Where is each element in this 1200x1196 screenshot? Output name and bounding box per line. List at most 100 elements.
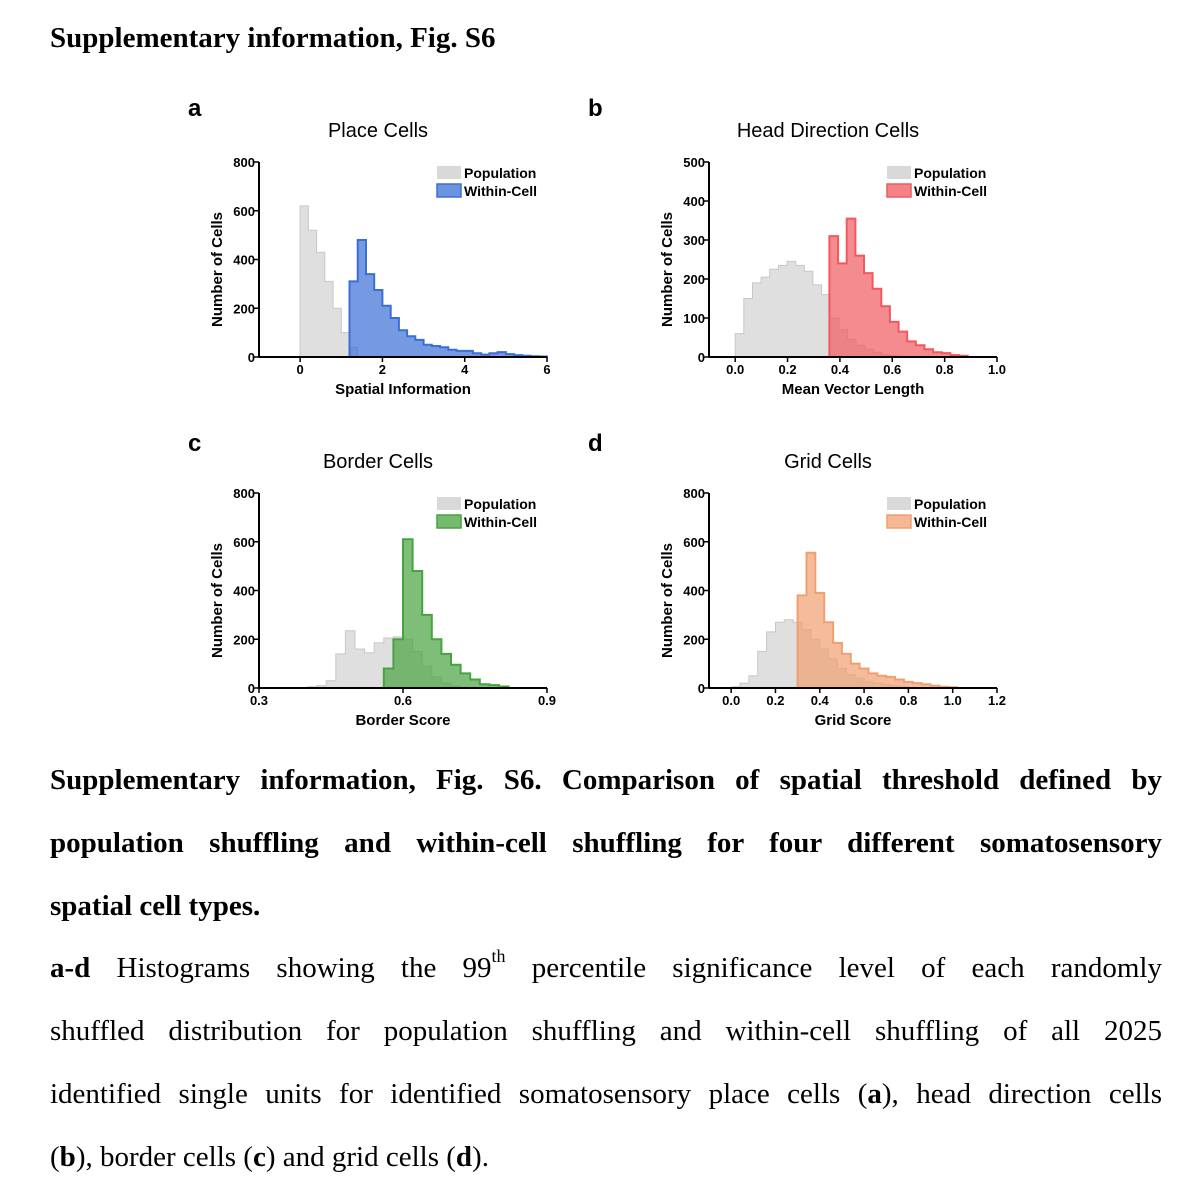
chart-panel-a: Place Cells 0 200 400 600 800 0 2 4 6 Spatial Info…	[209, 120, 551, 398]
caption-panel-range: a-d	[50, 952, 91, 984]
y-tick-label-b-4: 400	[683, 194, 705, 209]
x-tick-label-d-5: 1.0	[944, 693, 962, 708]
caption-ref-c: c	[252, 1141, 266, 1173]
y-tick-label-a-0: 0	[248, 350, 255, 365]
caption-ref-d: d	[455, 1141, 473, 1173]
within-cell-histogram-c	[382, 538, 510, 689]
caption-title-line-1: Supplementary information, Fig. S6. Comp…	[50, 764, 1162, 796]
figure-caption-title: Supplementary information, Fig. S6. Comp…	[50, 749, 1162, 938]
legend-label-population-c: Population	[464, 496, 536, 512]
caption-body-line-3: identified single units for identified s…	[50, 1063, 1162, 1126]
caption-body-text-3a: identified single units for identified s…	[50, 1078, 868, 1110]
caption-body-text-3b: ), head direction cells	[881, 1078, 1162, 1110]
y-tick-label-d-3: 600	[683, 535, 705, 550]
panel-letter-a: a	[188, 95, 202, 122]
y-tick-label-a-3: 600	[233, 204, 255, 219]
legend-swatch-population-b	[887, 166, 911, 179]
x-tick-label-b-4: 0.8	[936, 362, 954, 377]
y-tick-label-c-0: 0	[248, 681, 255, 696]
x-tick-label-a-2: 4	[461, 362, 469, 377]
chart-panel-d: Grid Cells 0 200 400 600 800 0.0 0.2 0.4 0.6 0.8 1.…	[659, 451, 1006, 729]
legend-label-within-cell-b: Within-Cell	[914, 183, 987, 199]
caption-body-text-4c: ).	[472, 1141, 489, 1173]
chart-title-a: Place Cells	[328, 120, 428, 142]
legend-swatch-within-cell-c	[436, 514, 462, 529]
caption-ref-b: b	[59, 1141, 76, 1173]
x-axis-label-d: Grid Score	[815, 712, 892, 729]
y-tick-label-b-0: 0	[698, 350, 705, 365]
chart-title-d: Grid Cells	[784, 451, 872, 473]
within-cell-histogram-b	[828, 217, 969, 358]
y-tick-label-b-2: 200	[683, 272, 705, 287]
page-header: Supplementary information, Fig. S6	[50, 22, 496, 54]
caption-title-line-3: spatial cell types.	[50, 890, 261, 922]
x-tick-label-b-0: 0.0	[726, 362, 744, 377]
y-tick-label-c-3: 600	[233, 535, 255, 550]
x-axis-label-a: Spatial Information	[335, 381, 471, 398]
x-tick-label-a-0: 0	[297, 362, 304, 377]
y-tick-label-c-2: 400	[233, 584, 255, 599]
y-axis-label-a: Number of Cells	[209, 212, 226, 327]
legend-label-population-b: Population	[914, 165, 986, 181]
within-cell-histogram-d	[796, 551, 959, 689]
legend-swatch-population-a	[437, 166, 461, 179]
x-tick-label-d-1: 0.2	[766, 693, 784, 708]
y-axis-label-c: Number of Cells	[209, 543, 226, 658]
x-tick-label-a-1: 2	[379, 362, 386, 377]
legend-swatch-population-d	[887, 497, 911, 510]
caption-paren-open: (	[50, 1141, 60, 1173]
legend-swatch-within-cell-a	[436, 183, 462, 198]
x-tick-label-b-3: 0.6	[883, 362, 901, 377]
caption-superscript: th	[491, 946, 506, 967]
caption-body-text-4a: ), border cells (	[75, 1141, 253, 1173]
caption-body-text-1: Histograms showing the 99	[90, 952, 492, 984]
caption-body-text-4b: ) and grid cells (	[265, 1141, 456, 1173]
y-tick-label-d-0: 0	[698, 681, 705, 696]
panel-letter-c: c	[188, 430, 202, 457]
y-tick-label-a-1: 200	[233, 301, 255, 316]
legend-label-within-cell-a: Within-Cell	[464, 183, 537, 199]
x-tick-label-d-3: 0.6	[855, 693, 873, 708]
panel-letter-b: b	[588, 95, 603, 122]
caption-body-line-1: a-d Histograms showing the 99th percenti…	[50, 937, 1162, 1000]
y-tick-label-d-1: 200	[683, 632, 705, 647]
chart-panel-b: Head Direction Cells 0 100 200 300 400 500 0.0 0…	[659, 120, 1006, 398]
chart-title-c: Border Cells	[323, 451, 433, 473]
y-tick-label-a-4: 800	[233, 155, 255, 170]
y-axis-label-d: Number of Cells	[659, 543, 676, 658]
y-tick-label-b-3: 300	[683, 233, 705, 248]
x-tick-label-d-4: 0.8	[899, 693, 917, 708]
x-tick-label-a-3: 6	[543, 362, 550, 377]
x-axis-label-b: Mean Vector Length	[782, 381, 925, 398]
caption-title-line-2: population shuffling and within-cell shu…	[50, 827, 1162, 859]
legend-swatch-within-cell-b	[886, 183, 912, 198]
x-tick-label-b-5: 1.0	[988, 362, 1006, 377]
y-tick-label-a-2: 400	[233, 253, 255, 268]
legend-label-within-cell-d: Within-Cell	[914, 514, 987, 530]
legend-label-population-d: Population	[914, 496, 986, 512]
x-tick-label-c-0: 0.3	[250, 693, 268, 708]
y-tick-label-d-2: 400	[683, 584, 705, 599]
within-cell-histogram-a	[348, 239, 548, 358]
panel-letter-d: d	[588, 430, 603, 457]
caption-body-text-1b: percentile significance level of each ra…	[505, 952, 1162, 984]
x-tick-label-d-0: 0.0	[722, 693, 740, 708]
x-axis-label-c: Border Score	[355, 712, 450, 729]
x-tick-label-b-2: 0.4	[831, 362, 850, 377]
legend-label-population-a: Population	[464, 165, 536, 181]
x-tick-label-d-2: 0.4	[811, 693, 830, 708]
y-tick-label-d-4: 800	[683, 486, 705, 501]
x-tick-label-b-1: 0.2	[779, 362, 797, 377]
x-tick-label-d-6: 1.2	[988, 693, 1006, 708]
x-tick-label-c-1: 0.6	[394, 693, 412, 708]
caption-ref-a: a	[867, 1078, 882, 1110]
y-tick-label-c-1: 200	[233, 632, 255, 647]
y-tick-label-c-4: 800	[233, 486, 255, 501]
figure-caption-body: a-d Histograms showing the 99th percenti…	[50, 937, 1162, 1189]
y-tick-label-b-1: 100	[683, 311, 705, 326]
histogram-figure: Place Cells 0 200 400 600 800 0 2 4 6 Spatial Info…	[209, 120, 1006, 729]
y-tick-label-b-5: 500	[683, 155, 705, 170]
legend-label-within-cell-c: Within-Cell	[464, 514, 537, 530]
legend-swatch-within-cell-d	[886, 514, 912, 529]
legend-swatch-population-c	[437, 497, 461, 510]
